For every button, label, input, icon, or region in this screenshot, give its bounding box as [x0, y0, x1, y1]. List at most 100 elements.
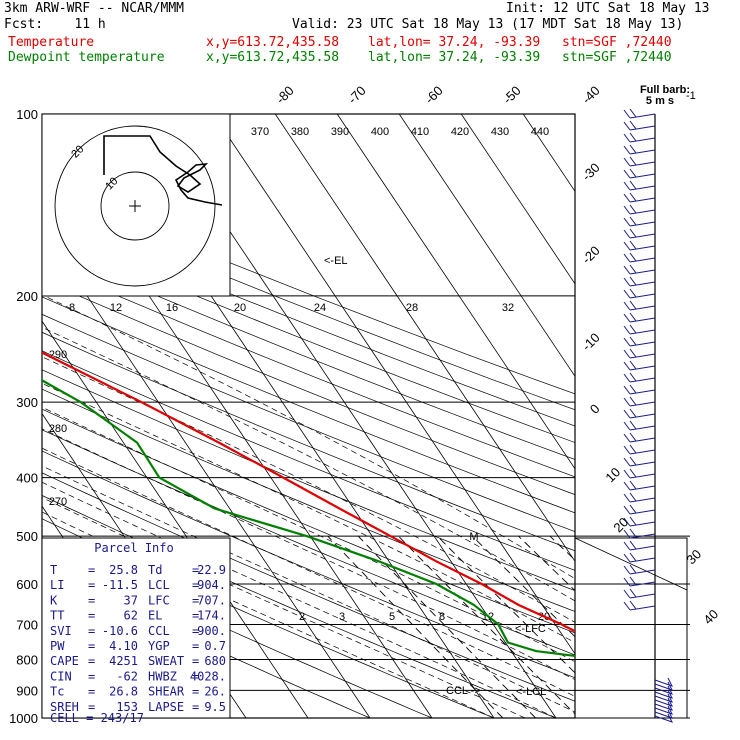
wind-barb — [623, 600, 656, 611]
temperature-legend-xy: x,y=613.72,435.58 — [206, 35, 340, 50]
wind-barb — [623, 420, 656, 431]
wind-barb — [623, 204, 656, 215]
theta-label: 280 — [49, 423, 67, 435]
parcel-key: PW — [50, 639, 65, 653]
wind-barb — [623, 108, 656, 119]
parcel-value: 707. — [197, 593, 226, 607]
wind-barb — [623, 132, 656, 143]
wind-barb — [623, 264, 656, 275]
moist-adiabat — [42, 465, 575, 713]
parcel-key: SWEAT — [148, 654, 184, 668]
parcel-key: CCL — [148, 624, 170, 638]
wind-barb — [654, 713, 674, 723]
parcel-value: 9.5 — [204, 700, 226, 714]
dry-adiabat — [42, 450, 575, 679]
dry-adiabat — [42, 214, 575, 427]
mixing-ratio-label: 3 — [339, 611, 345, 623]
el-annotation: <-EL — [324, 255, 348, 267]
dry-adiabat — [42, 230, 575, 443]
parcel-value: -11.5 — [102, 578, 138, 592]
wind-legend-unit: 5 m s — [646, 95, 674, 107]
dry-adiabat — [42, 388, 575, 612]
mixing-ratio-label: 20 — [234, 302, 246, 314]
parcel-key: K — [50, 593, 58, 607]
wind-barb — [623, 300, 656, 311]
wind-barb — [623, 348, 656, 359]
mixing-ratio-label: 8 — [69, 302, 75, 314]
parcel-value: 153 — [116, 700, 138, 714]
dewpoint-legend-latlon: lat,lon= 37.24, -93.39 — [368, 50, 541, 65]
parcel-key: LFC — [148, 593, 170, 607]
parcel-eq: = — [88, 700, 95, 714]
parcel-key: LCL — [148, 578, 170, 592]
parcel-eq: = — [192, 685, 199, 699]
wind-barb — [623, 288, 656, 299]
pressure-tick-label: 300 — [16, 395, 38, 410]
parcel-key: TT — [50, 609, 64, 623]
pressure-tick-label: 400 — [16, 471, 38, 486]
parcel-key: EL — [148, 609, 162, 623]
isotherm-line — [522, 114, 575, 193]
wind-barb — [623, 576, 656, 587]
wind-legend-title: Full barb: — [640, 84, 690, 96]
wind-barb — [623, 540, 656, 551]
hodograph-ring-inner — [100, 171, 170, 241]
mixing-ratio-label: 28 — [406, 302, 418, 314]
parcel-title: Parcel Info — [94, 541, 173, 555]
dewpoint-line — [42, 379, 575, 658]
mixing-ratio-label: 24 — [314, 302, 326, 314]
mixing-ratio-label: 8 — [439, 611, 445, 623]
isotherm-line — [460, 114, 575, 285]
dry-adiabat — [42, 350, 575, 571]
valid-time: Valid: 23 UTC Sat 18 May 13 (17 MDT Sat … — [292, 17, 684, 32]
wind-barb — [623, 228, 656, 239]
lcl-annotation: <-LCL — [516, 686, 546, 698]
wind-barb — [623, 324, 656, 335]
parcel-key: SVI — [50, 624, 72, 638]
wind-barb — [654, 681, 674, 691]
wind-barb — [623, 492, 656, 503]
parcel-eq: = — [88, 685, 95, 699]
temperature-tick-label: -30 — [579, 160, 603, 184]
temperature-tick-label: 20 — [610, 514, 631, 535]
parcel-cell: CELL = 243/17 — [50, 711, 144, 725]
wind-barb — [623, 468, 656, 479]
parcel-value: 37 — [124, 593, 138, 607]
wind-legend-exponent: -1 — [686, 90, 696, 102]
wind-barb — [623, 276, 656, 287]
parcel-eq: = — [192, 700, 199, 714]
mixing-ratio-line — [357, 535, 536, 718]
wind-barb — [623, 240, 656, 251]
parcel-eq: = — [88, 654, 95, 668]
parcel-value: 26. — [204, 685, 226, 699]
parcel-value: 680 — [204, 654, 226, 668]
pressure-tick-label: 900 — [16, 683, 38, 698]
mixing-ratio-label: 32 — [502, 302, 514, 314]
parcel-key: LI — [50, 578, 64, 592]
temperature-tick-label: -70 — [345, 83, 369, 107]
wind-barb — [623, 504, 656, 515]
dry-adiabat — [42, 567, 371, 718]
mixing-ratio-label: 16 — [166, 302, 178, 314]
wind-barb — [623, 408, 656, 419]
wind-barb — [623, 528, 656, 539]
moist-adiabat — [42, 356, 575, 623]
temperature-legend-latlon: lat,lon= 37.24, -93.39 — [368, 35, 541, 50]
wind-barb — [654, 701, 674, 711]
parcel-value: -62 — [116, 669, 138, 683]
temperature-tick-label: 40 — [700, 606, 721, 627]
temperature-legend-label: Temperature — [8, 35, 95, 50]
temperature-tick-label: -50 — [500, 83, 524, 107]
parcel-key: SREH — [50, 700, 79, 714]
theta-label: 400 — [371, 126, 389, 138]
lfc-annotation: <-LFC — [515, 623, 546, 635]
mixing-ratio-label: 12 — [110, 302, 122, 314]
parcel-value: 0.7 — [204, 639, 226, 653]
temperature-tick-label: -80 — [273, 83, 297, 107]
dry-adiabat — [42, 279, 575, 496]
wind-barb — [623, 396, 656, 407]
wind-barb — [654, 697, 674, 707]
wind-barb — [623, 120, 656, 131]
dry-adiabat — [42, 429, 575, 656]
